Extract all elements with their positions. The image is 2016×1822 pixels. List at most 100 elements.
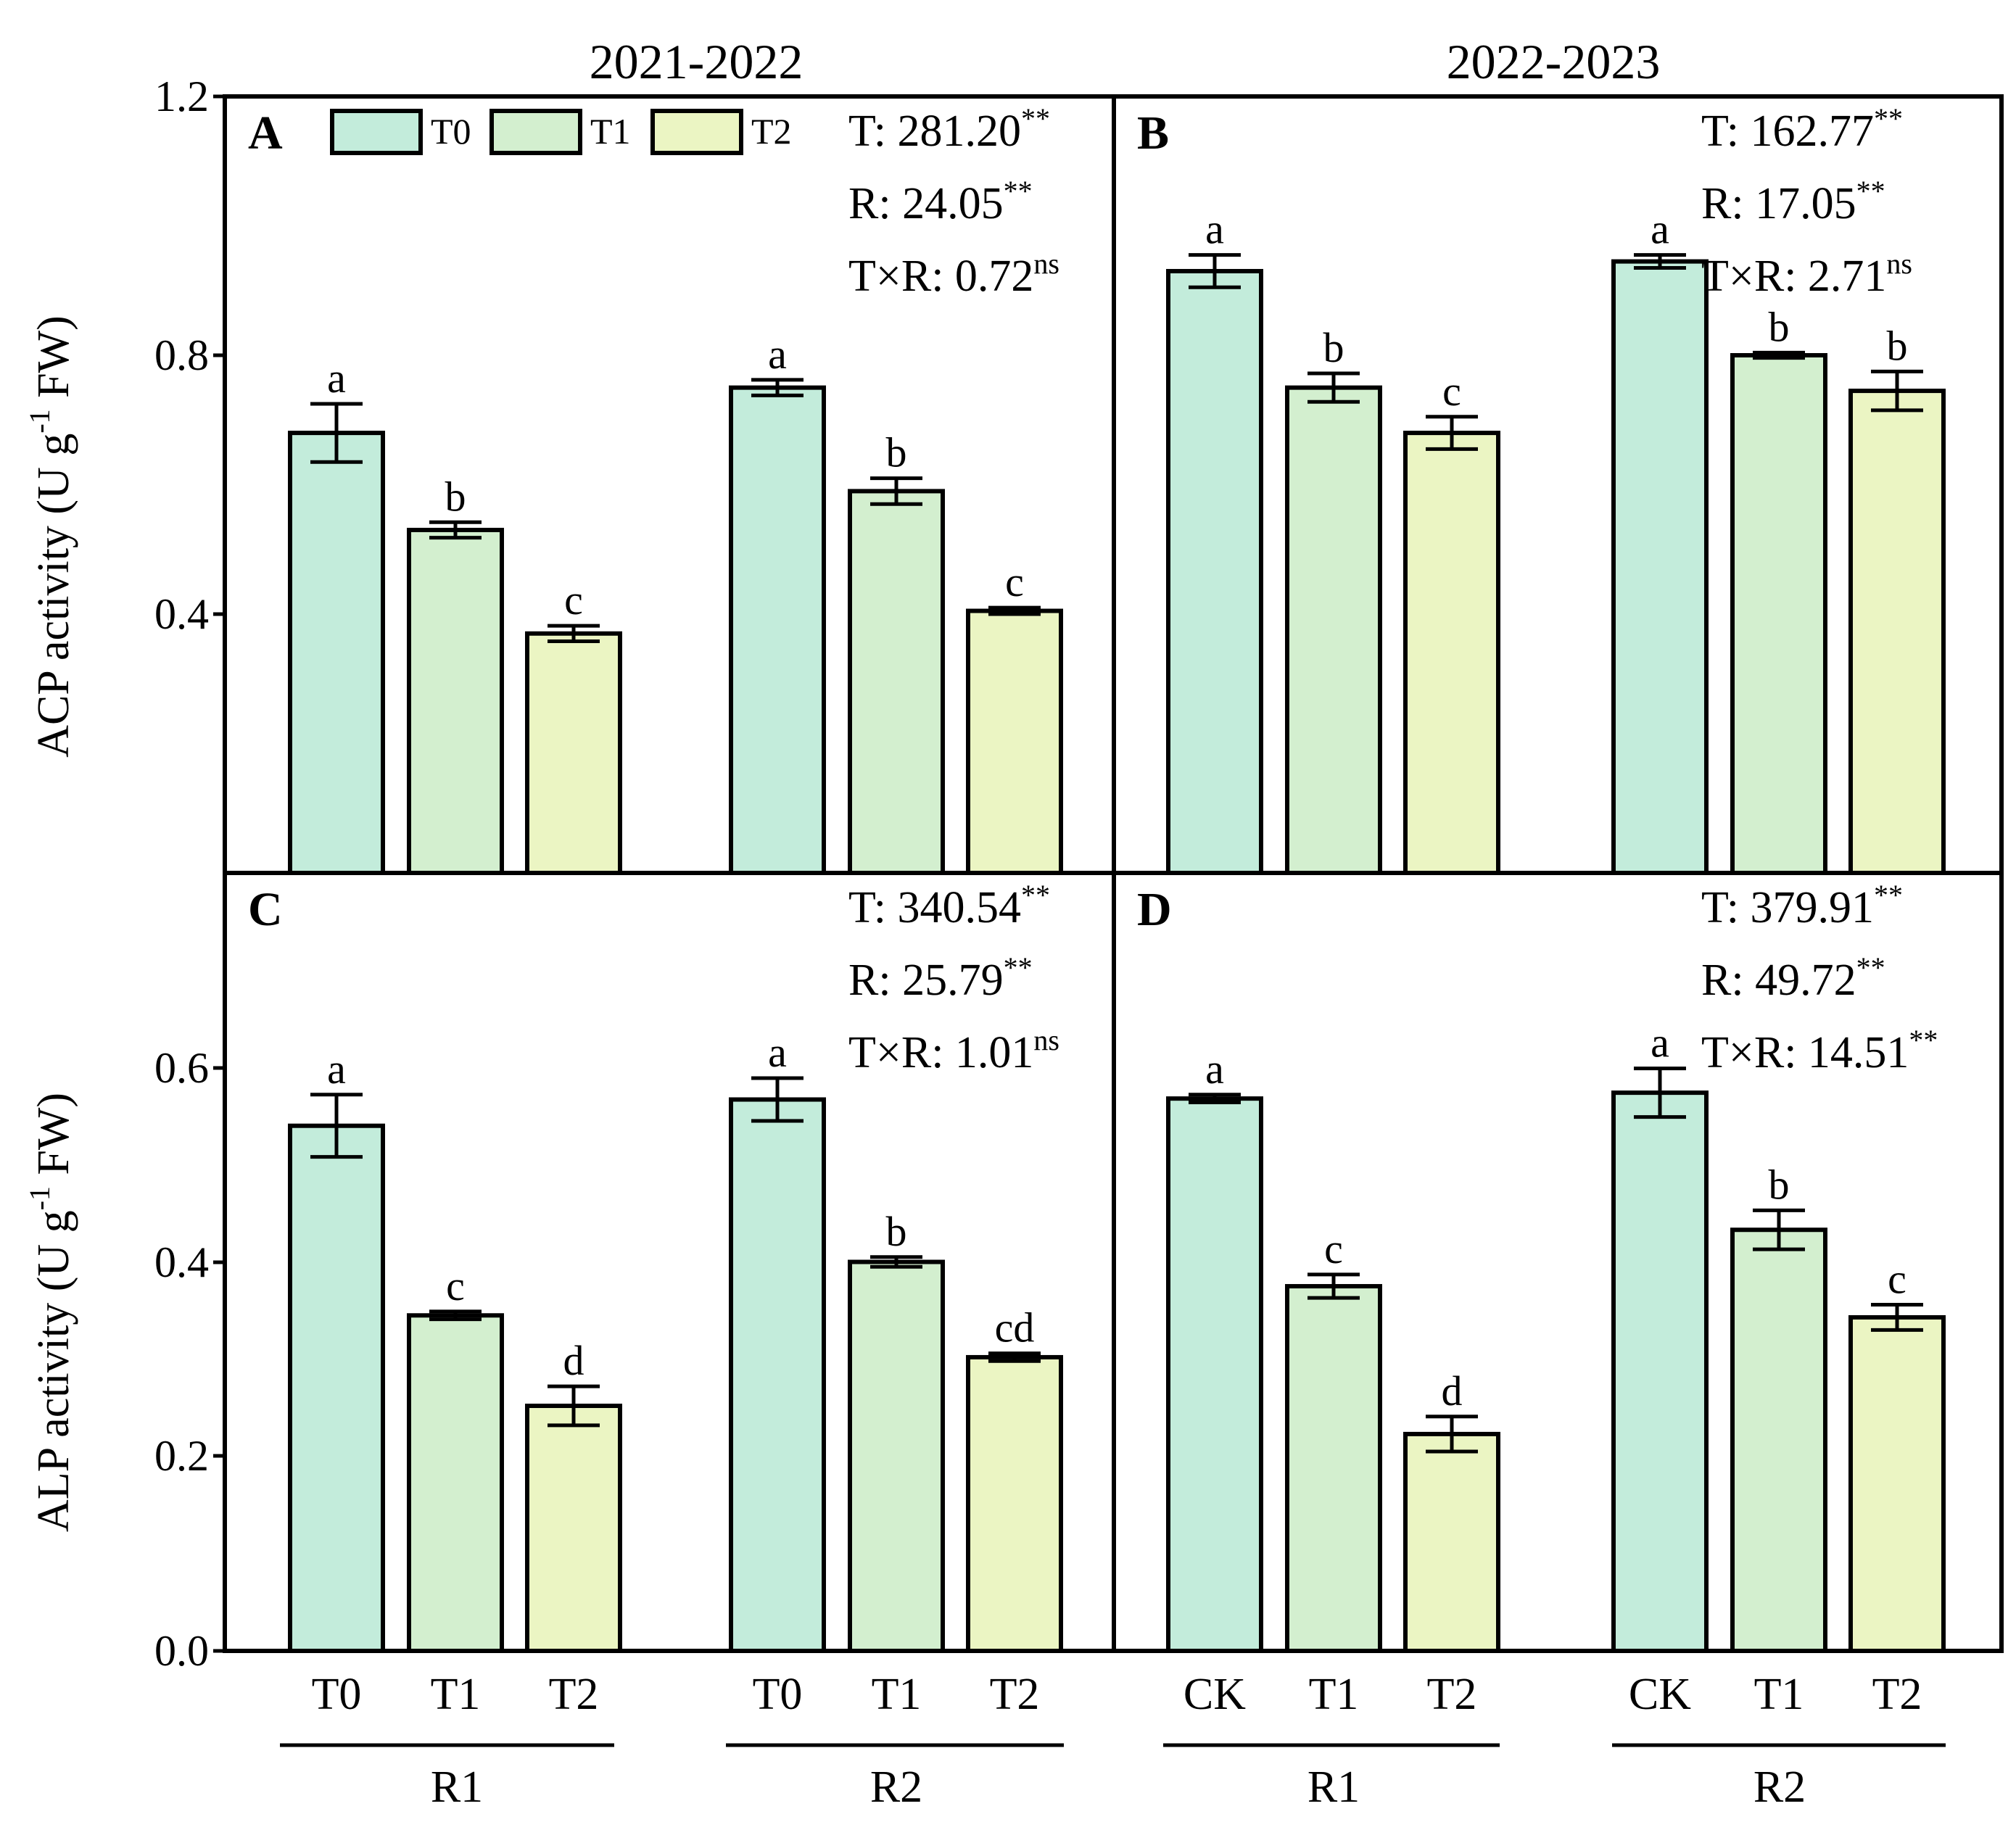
chart-marks: a b c a b c A T: 281.20** R: 24.05** T×R: 0.72ns a…	[248, 102, 1946, 1719]
panel-c-letter: C	[248, 883, 283, 936]
panel-a-sig-letter: a	[327, 355, 346, 402]
ytick-label: 0.6	[154, 1044, 209, 1092]
panel-c-sig-letter: a	[327, 1045, 346, 1093]
ytick-label: 0.2	[154, 1432, 209, 1480]
panel-b-sig-letter: b	[1323, 324, 1344, 371]
panel-b-bar	[1611, 259, 1709, 875]
group-label-r2-right: R2	[1753, 1763, 1806, 1812]
panel-b-sig-letter: a	[1205, 206, 1224, 253]
panel-a-bar	[729, 385, 826, 875]
panel-b-stat: T: 162.77**	[1701, 102, 1903, 156]
panel-d-xtick-label: T1	[1309, 1670, 1359, 1719]
panel-c-stat: T×R: 1.01ns	[848, 1024, 1059, 1077]
panel-c-sig-letter: c	[446, 1262, 465, 1309]
group-label-r1-right: R1	[1307, 1763, 1360, 1812]
legend-label-t0: T0	[431, 111, 471, 152]
panel-d-xtick-label: CK	[1629, 1670, 1691, 1719]
panel-c-bar	[407, 1313, 504, 1654]
legend-label-t1: T1	[590, 111, 631, 152]
panel-b-sig-letter: b	[1887, 322, 1908, 369]
panel-c-bar	[729, 1097, 826, 1653]
ytick-label: 0.4	[154, 1238, 209, 1286]
panel-d-bar	[1166, 1096, 1263, 1654]
ylabel-alp: ALP activity (U g-1 FW)	[23, 1093, 78, 1532]
panel-a-bar	[848, 489, 945, 875]
panel-c-sig-letter: cd	[995, 1304, 1035, 1351]
panel-d-sig-letter: a	[1205, 1045, 1224, 1093]
panel-a-stat: T×R: 0.72ns	[848, 247, 1059, 301]
panel-b-bar	[1403, 431, 1500, 875]
panel-c-bar	[525, 1404, 622, 1653]
panel-d-bar	[1848, 1314, 1946, 1654]
panel-d-sig-letter: d	[1442, 1367, 1463, 1415]
panel-d-xtick-label: T2	[1872, 1670, 1922, 1719]
panel-a-sig-letter: b	[445, 473, 466, 520]
panel-d-xtick-label: T2	[1427, 1670, 1477, 1719]
panel-a-bar	[288, 431, 385, 875]
panel-d-stat: T: 379.91**	[1701, 879, 1903, 932]
column-title-right: 2022-2023	[1447, 34, 1661, 89]
panel-c-xtick-label: T1	[431, 1670, 481, 1719]
panel-a-sig-letter: b	[886, 429, 907, 476]
panel-d-bar	[1285, 1284, 1382, 1653]
panel-a-stat: T: 281.20**	[848, 102, 1050, 156]
panel-c-xtick-label: T2	[990, 1670, 1040, 1719]
legend-swatch-t1	[489, 109, 582, 155]
panel-d-stat: T×R: 14.51**	[1701, 1024, 1938, 1077]
panel-c-xtick-label: T1	[872, 1670, 922, 1719]
panel-d-sig-letter: a	[1651, 1019, 1669, 1067]
panel-a-bar	[966, 608, 1063, 875]
panel-b-sig-letter: b	[1769, 303, 1790, 350]
panel-d-stat: R: 49.72**	[1701, 951, 1885, 1005]
ytick-label: 1.2	[154, 73, 209, 120]
panel-d-xtick-label: T1	[1754, 1670, 1804, 1719]
panel-c-sig-letter: a	[768, 1029, 787, 1076]
legend-label-t2: T2	[751, 111, 792, 152]
panel-b-letter: B	[1137, 107, 1169, 160]
panel-a-bar	[525, 631, 622, 876]
panel-a-sig-letter: c	[564, 576, 583, 624]
panel-d-sig-letter: c	[1324, 1225, 1343, 1272]
panel-frames	[223, 94, 2004, 1653]
legend: T0 T1 T2	[330, 109, 792, 155]
panel-d-bar	[1403, 1431, 1500, 1653]
panel-d-sig-letter: b	[1769, 1161, 1790, 1208]
panel-a-sig-letter: a	[768, 331, 787, 378]
ytick-label: 0.0	[154, 1627, 209, 1675]
panel-c-xtick-label: T0	[753, 1670, 803, 1719]
panel-c-stat: R: 25.79**	[848, 951, 1033, 1005]
legend-swatch-t2	[650, 109, 743, 155]
group-labels: R1 R2 R1 R2	[280, 1743, 1946, 1812]
panel-a-stat: R: 24.05**	[848, 175, 1033, 228]
panel-b-stat: T×R: 2.71ns	[1701, 247, 1912, 301]
panel-d-bar	[1611, 1090, 1709, 1654]
panel-b-sig-letter: c	[1442, 368, 1461, 415]
panel-b-bar	[1848, 389, 1946, 875]
panel-b-sig-letter: a	[1651, 206, 1669, 253]
panel-a-letter: A	[248, 107, 283, 160]
panel-c-xtick-label: T2	[549, 1670, 599, 1719]
panel-b-bar	[1730, 353, 1827, 875]
ylabel-acp: ACP activity (U g-1 FW)	[23, 315, 78, 758]
panel-c-stat: T: 340.54**	[848, 879, 1050, 932]
panel-b-stat: R: 17.05**	[1701, 175, 1885, 228]
panel-c-bar	[848, 1259, 945, 1653]
panel-c-bar	[966, 1354, 1063, 1653]
panel-b-bar	[1285, 385, 1382, 875]
frame-bottom-right	[1112, 871, 2004, 1653]
panel-a-sig-letter: c	[1005, 558, 1024, 605]
ytick-label: 0.4	[154, 590, 209, 638]
panel-c-xtick-label: T0	[312, 1670, 362, 1719]
panel-d-letter: D	[1137, 883, 1172, 936]
y-axis-ticks	[213, 94, 225, 1653]
column-title-left: 2021-2022	[590, 34, 803, 89]
panel-a-bar	[407, 527, 504, 875]
panel-b-bar	[1166, 268, 1263, 876]
panel-c-sig-letter: b	[886, 1208, 907, 1255]
panel-d-sig-letter: c	[1888, 1256, 1906, 1303]
panel-c-bar	[288, 1123, 385, 1653]
group-label-r2-left: R2	[870, 1763, 922, 1812]
panel-c-sig-letter: d	[563, 1337, 584, 1384]
group-label-r1-left: R1	[431, 1763, 483, 1812]
